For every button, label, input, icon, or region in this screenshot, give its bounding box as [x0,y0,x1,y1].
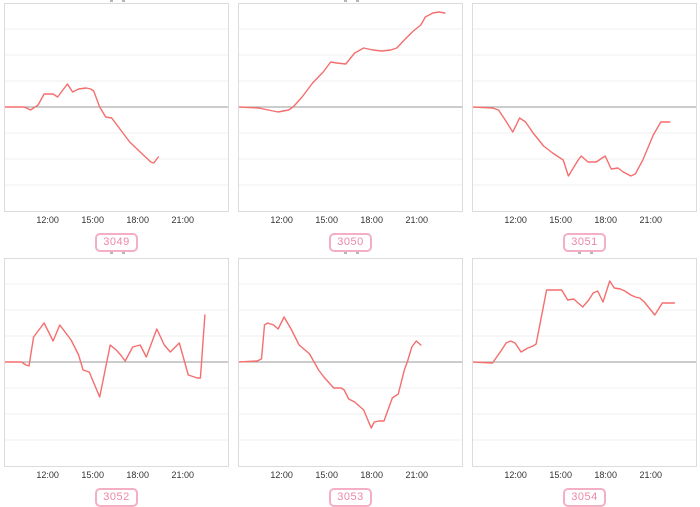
line-chart-3052[interactable] [4,259,228,466]
badge-row: 3051 [472,228,697,252]
chart-panel [4,3,229,212]
line-chart-3054[interactable] [472,259,696,466]
x-tick-label: 12:00 [270,215,293,225]
series-line [238,316,422,429]
chart-cell: 12:00 15:00 18:00 21:00 3054 [472,252,697,507]
x-tick-label: 21:00 [639,215,663,225]
x-axis-tick-labels: 12:00 15:00 18:00 21:00 [4,467,229,483]
cut-off-title-marks [4,0,229,3]
chart-id-badge-3049[interactable]: 3049 [95,233,138,252]
x-tick-label: 21:00 [405,215,429,225]
cut-off-title-marks [238,252,463,258]
chart-id-badge-3051[interactable]: 3051 [563,233,606,252]
x-tick-label: 15:00 [315,470,338,480]
x-tick-label: 12:00 [36,470,59,480]
badge-row: 3049 [4,228,229,252]
cut-off-title-marks [472,0,697,3]
title-descender-mark [344,0,347,2]
line-chart-3053[interactable] [238,259,462,466]
x-tick-label: 21:00 [405,470,429,480]
chart-id-badge-3052[interactable]: 3052 [95,488,138,507]
badge-row: 3050 [238,228,463,252]
x-axis-tick-labels: 12:00 15:00 18:00 21:00 [472,467,697,483]
cut-off-title-marks [238,0,463,3]
cut-off-title-marks [4,252,229,258]
x-tick-label: 21:00 [171,215,195,225]
x-tick-label: 18:00 [360,470,383,480]
title-descender-mark [110,0,113,2]
chart-cell: 12:00 15:00 18:00 21:00 3051 [472,0,697,252]
x-tick-label: 12:00 [504,470,527,480]
title-descender-mark [344,252,347,254]
x-tick-label: 18:00 [594,215,617,225]
chart-cell: 12:00 15:00 18:00 21:00 3053 [238,252,463,507]
x-axis-tick-labels: 12:00 15:00 18:00 21:00 [4,212,229,228]
title-descender-mark [122,252,125,254]
chart-cell: 12:00 15:00 18:00 21:00 3049 [4,0,229,252]
x-axis-tick-labels: 12:00 15:00 18:00 21:00 [238,212,463,228]
title-descender-mark [122,0,125,2]
x-tick-label: 15:00 [315,215,338,225]
series-line [4,314,206,398]
line-chart-3050[interactable] [238,4,462,211]
chart-panel [238,258,463,467]
chart-id-badge-3053[interactable]: 3053 [329,488,372,507]
series-line [472,106,671,177]
title-descender-mark [356,252,359,254]
series-line [238,11,446,113]
badge-row: 3052 [4,483,229,507]
chart-panel [472,258,697,467]
series-line [472,280,676,364]
x-axis-tick-labels: 12:00 15:00 18:00 21:00 [238,467,463,483]
x-tick-label: 15:00 [549,470,572,480]
chart-cell: 12:00 15:00 18:00 21:00 3052 [4,252,229,507]
badge-row: 3054 [472,483,697,507]
chart-panel [238,3,463,212]
x-tick-label: 18:00 [594,470,617,480]
line-chart-3049[interactable] [4,4,228,211]
x-tick-label: 12:00 [36,215,59,225]
title-descender-mark [590,252,593,254]
title-descender-mark [578,252,581,254]
x-tick-label: 21:00 [171,470,195,480]
x-tick-label: 18:00 [126,470,149,480]
cut-off-title-marks [472,252,697,258]
x-tick-label: 15:00 [81,215,104,225]
x-tick-label: 15:00 [81,470,104,480]
series-line [4,83,160,164]
x-tick-label: 15:00 [549,215,572,225]
title-descender-mark [110,252,113,254]
chart-id-badge-3054[interactable]: 3054 [563,488,606,507]
line-chart-3051[interactable] [472,4,696,211]
x-tick-label: 21:00 [639,470,663,480]
chart-panel [4,258,229,467]
chart-panel [472,3,697,212]
badge-row: 3053 [238,483,463,507]
x-tick-label: 12:00 [504,215,527,225]
x-tick-label: 18:00 [360,215,383,225]
chart-id-badge-3050[interactable]: 3050 [329,233,372,252]
title-descender-mark [356,0,359,2]
x-tick-label: 18:00 [126,215,149,225]
chart-cell: 12:00 15:00 18:00 21:00 3050 [238,0,463,252]
x-axis-tick-labels: 12:00 15:00 18:00 21:00 [472,212,697,228]
x-tick-label: 12:00 [270,470,293,480]
